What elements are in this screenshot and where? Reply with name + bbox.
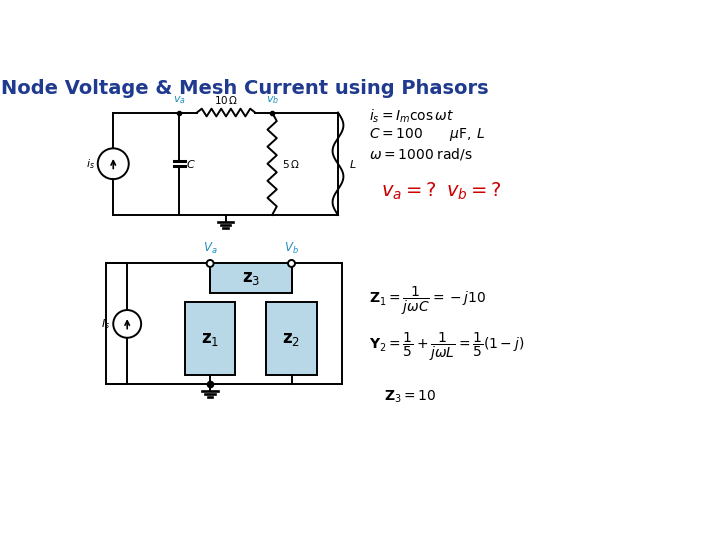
Circle shape: [288, 260, 295, 267]
Text: $\mathbf{z}_1$: $\mathbf{z}_1$: [201, 329, 219, 348]
Text: $L$: $L$: [349, 158, 356, 170]
Text: $C = 100\qquad\mu\mathrm{F},\; L\quad$: $C = 100\qquad\mu\mathrm{F},\; L\quad$: [369, 126, 486, 144]
Text: $C$: $C$: [186, 158, 196, 170]
Text: $V_b$: $V_b$: [284, 241, 299, 256]
Text: $\mathbf{Z}_3 = 10$: $\mathbf{Z}_3 = 10$: [384, 388, 437, 404]
Bar: [210, 264, 292, 293]
Text: $v_a = ?\;\; v_b = ?$: $v_a = ?\;\; v_b = ?$: [381, 180, 502, 201]
Text: $i_s = I_m\cos\omega t$: $i_s = I_m\cos\omega t$: [369, 107, 454, 125]
Text: $\omega = 1000\;\mathrm{rad/s}$: $\omega = 1000\;\mathrm{rad/s}$: [369, 146, 473, 161]
Text: Node Voltage & Mesh Current using Phasors: Node Voltage & Mesh Current using Phasor…: [1, 79, 489, 98]
Text: $v_b$: $v_b$: [266, 94, 279, 106]
Text: $v_a$: $v_a$: [173, 94, 186, 106]
Text: $10\,\Omega$: $10\,\Omega$: [214, 94, 238, 106]
Text: $\mathbf{Z}_1 = \dfrac{1}{j\omega C} = -j10$: $\mathbf{Z}_1 = \dfrac{1}{j\omega C} = -…: [369, 284, 486, 316]
Text: $V_a$: $V_a$: [203, 241, 217, 256]
Text: $\mathbf{Y}_2 = \dfrac{1}{5} + \dfrac{1}{j\omega L} = \dfrac{1}{5}(1-j)$: $\mathbf{Y}_2 = \dfrac{1}{5} + \dfrac{1}…: [369, 330, 524, 363]
Text: $\mathbf{z}_3$: $\mathbf{z}_3$: [242, 269, 260, 287]
Bar: [266, 302, 317, 375]
Text: $\mathbf{z}_2$: $\mathbf{z}_2$: [282, 329, 300, 348]
Bar: [185, 302, 235, 375]
Text: $I_s$: $I_s$: [101, 317, 110, 331]
Circle shape: [207, 260, 214, 267]
Text: $5\,\Omega$: $5\,\Omega$: [282, 158, 300, 170]
Text: $i_s$: $i_s$: [86, 157, 94, 171]
